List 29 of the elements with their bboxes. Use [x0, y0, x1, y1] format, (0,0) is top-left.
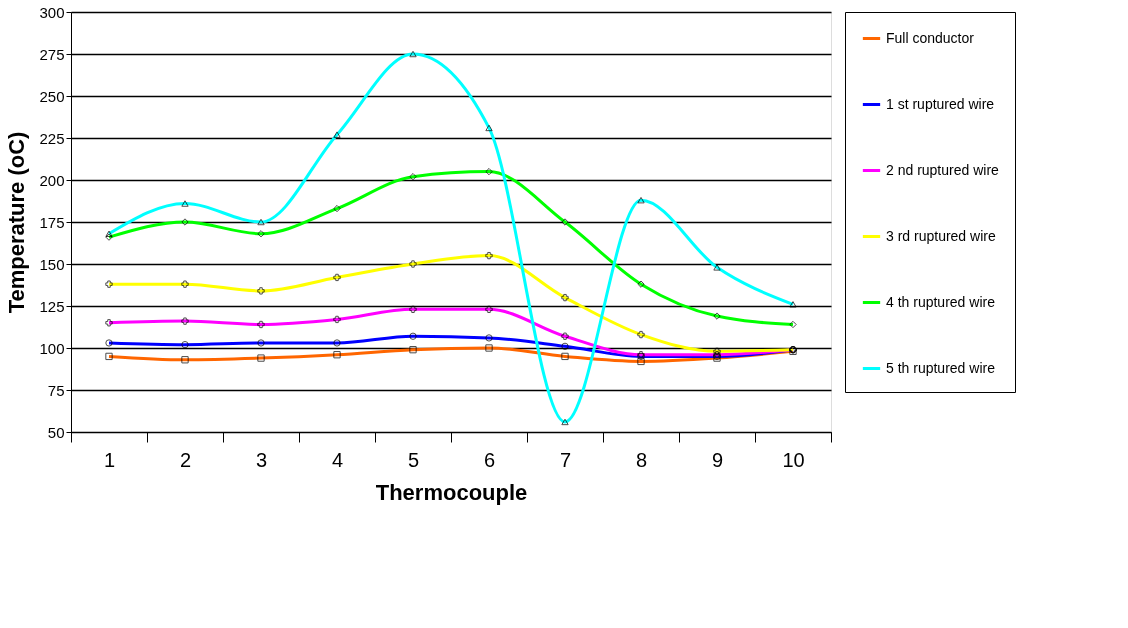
legend-label: 3 rd ruptured wire [886, 227, 996, 244]
y-axis-title: Temperature (oC) [4, 131, 30, 314]
y-tick-label: 75 [47, 381, 65, 399]
y-tick-label: 175 [39, 213, 65, 231]
x-tick-label: 5 [407, 448, 420, 471]
x-tick-label: 9 [711, 448, 724, 471]
y-tick-label: 100 [39, 339, 65, 357]
legend-label: 1 st ruptured wire [886, 95, 995, 112]
x-tick-label: 3 [255, 448, 268, 471]
legend-label: 4 th ruptured wire [886, 293, 996, 310]
y-tick-label: 150 [39, 255, 65, 273]
x-tick-label: 7 [559, 448, 572, 471]
x-tick-label: 1 [103, 448, 116, 471]
x-tick-label: 6 [483, 448, 496, 471]
x-tick-label: 8 [635, 448, 648, 471]
legend-label: 2 nd ruptured wire [886, 161, 1000, 178]
y-tick-label: 300 [39, 3, 65, 21]
y-tick-label: 275 [39, 45, 65, 63]
legend-label: Full conductor [886, 29, 975, 46]
y-tick-label: 50 [47, 423, 65, 441]
y-tick-label: 125 [39, 297, 65, 315]
legend-label: 5 th ruptured wire [886, 359, 996, 376]
y-tick-label: 200 [39, 171, 65, 189]
y-tick-label: 250 [39, 87, 65, 105]
x-tick-label: 4 [331, 448, 344, 471]
x-tick-label: 10 [782, 448, 805, 471]
x-axis-title: Thermocouple [375, 479, 528, 505]
x-tick-label: 2 [179, 448, 192, 471]
y-tick-label: 225 [39, 129, 65, 147]
